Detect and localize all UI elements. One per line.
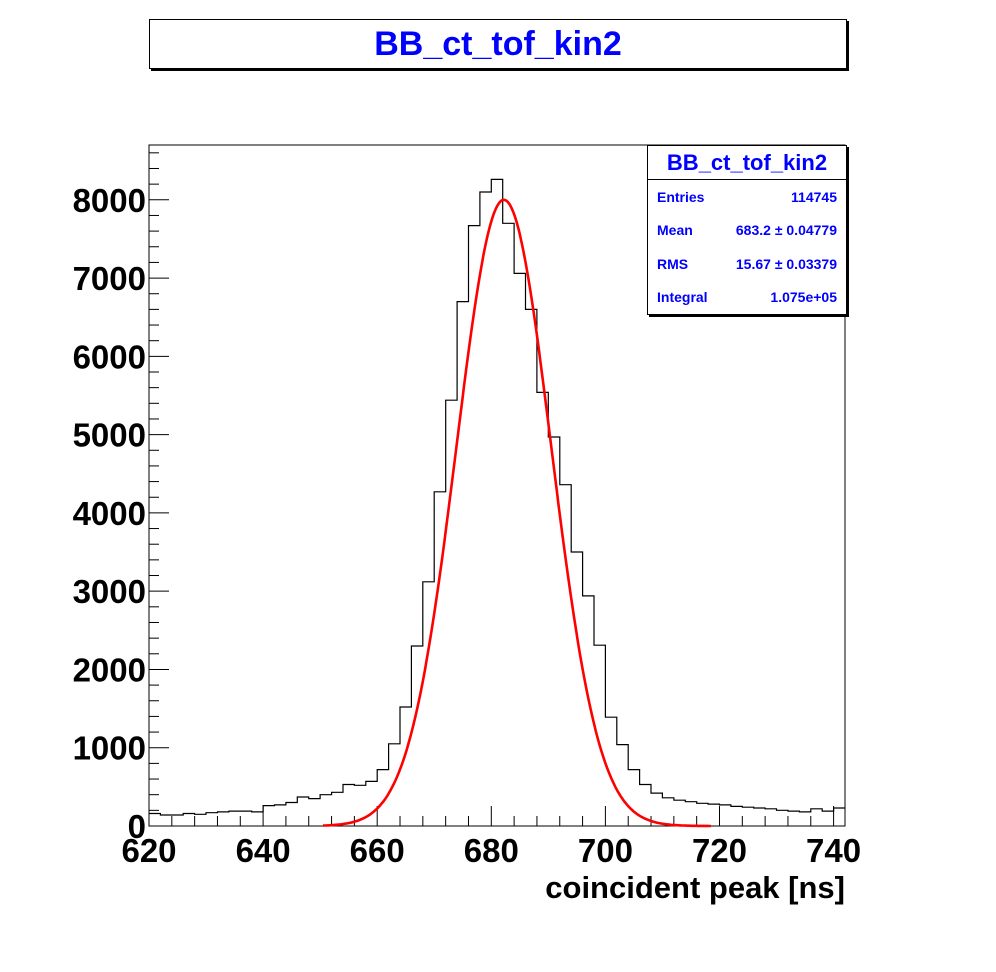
stats-title: BB_ct_tof_kin2 [648,146,846,180]
stats-row-entries: Entries 114745 [648,180,846,214]
x-tick-label: 700 [578,832,633,869]
plot-frame [148,144,846,827]
stats-row-mean: Mean 683.2 ± 0.04779 [648,214,846,248]
y-tick-label: 2000 [73,651,146,688]
x-tick-label: 620 [121,832,176,869]
y-tick-label: 4000 [73,495,146,532]
y-tick-label: 3000 [73,573,146,610]
stats-value: 114745 [791,188,837,205]
tick-labels: 620 640 660 680 700 720 740 0 1000 2000 3000 4000 50… [73,182,862,869]
y-tick-label: 7000 [73,260,146,297]
stats-value: 1.075e+05 [770,289,837,306]
stats-label: RMS [657,255,689,272]
x-tick-label: 720 [692,832,747,869]
x-tick-label: 660 [350,832,405,869]
stats-label: Integral [657,289,708,306]
x-tick-label: 740 [806,832,861,869]
y-tick-label: 1000 [73,730,146,767]
y-tick-label: 8000 [73,182,146,219]
y-tick-label: 5000 [73,417,146,454]
gaussian-fit-curve [322,198,711,828]
stats-label: Mean [657,222,693,239]
x-axis-title: coincident peak [ns] [545,870,845,905]
x-tick-label: 680 [464,832,519,869]
chart-title-box: BB_ct_tof_kin2 [149,19,847,69]
chart-title: BB_ct_tof_kin2 [374,24,622,63]
y-tick-label: 0 [128,808,146,845]
stats-value: 15.67 ± 0.03379 [735,255,837,272]
stats-label: Entries [657,188,705,205]
x-tick-label: 640 [236,832,291,869]
stats-value: 683.2 ± 0.04779 [735,222,837,239]
stats-row-integral: Integral 1.075e+05 [648,281,846,315]
stats-row-rms: RMS 15.67 ± 0.03379 [648,247,846,281]
axis-ticks [148,152,835,827]
y-tick-label: 6000 [73,338,146,375]
stats-box: BB_ct_tof_kin2 Entries 114745 Mean 683.2… [647,145,847,315]
